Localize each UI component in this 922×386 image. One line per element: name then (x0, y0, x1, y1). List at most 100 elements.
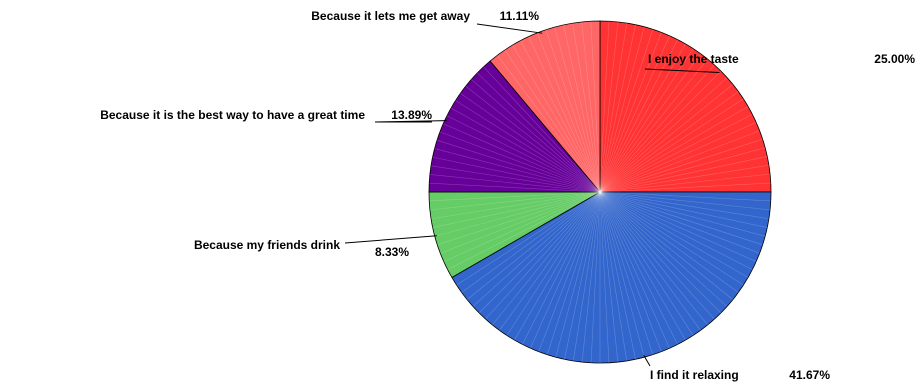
slice-texture-line (538, 191, 601, 352)
slice-texture-line (514, 191, 601, 341)
slice-texture-line (599, 191, 701, 331)
slice-texture-line (465, 85, 601, 193)
slice-texture-line (599, 156, 768, 193)
slice-texture-line (599, 191, 670, 349)
slice-texture-line (599, 182, 771, 193)
slice-texture-line (443, 123, 601, 193)
slice-texture-line (599, 39, 678, 193)
slice-texture-line (447, 191, 601, 270)
slice-texture (429, 21, 771, 364)
slice-percent-friends: 8.33% (375, 245, 409, 259)
slice-texture-line (599, 191, 654, 355)
slice-texture-line (440, 191, 601, 254)
slice-texture-line (599, 70, 722, 193)
slice-texture-line (522, 191, 601, 345)
slice-texture-line (572, 23, 601, 193)
slice-texture-line (599, 191, 619, 363)
slice-percent-great-time: 13.89% (391, 108, 432, 122)
slice-texture-line (599, 191, 610, 363)
slice-texture-line (599, 29, 654, 193)
slice-texture-line (599, 130, 760, 193)
slice-texture-line (599, 147, 766, 193)
slice-texture-line (599, 191, 760, 254)
slice-texture-line (599, 21, 619, 193)
slice-texture-line (581, 191, 601, 363)
slice-texture-line (572, 191, 601, 361)
leader-line-friends (344, 235, 437, 244)
slice-texture-line (599, 191, 734, 300)
slice-texture-line (466, 191, 601, 300)
slice-texture-line (564, 191, 601, 360)
slice-texture-line (599, 114, 753, 193)
slice-texture-line (478, 191, 601, 314)
slice-texture-line (460, 92, 601, 193)
pie-slice-taste (599, 20, 772, 193)
slice-texture-line (599, 43, 686, 193)
slice-texture-line (581, 21, 601, 193)
slice-texture-line (472, 191, 601, 307)
leader-lines (344, 23, 720, 367)
slice-texture-line (483, 66, 601, 193)
slice-texture-line (599, 191, 769, 220)
slice-texture-line (520, 40, 601, 193)
pie-slice-great-time (428, 60, 601, 193)
slice-texture-line (554, 27, 601, 193)
slice-texture-line (456, 191, 601, 286)
slice-texture-line (599, 32, 662, 193)
slice-texture-line (599, 191, 753, 270)
slice-percent-taste: 25.00% (874, 52, 915, 66)
slice-texture-line (599, 53, 701, 193)
leader-line-get-away (476, 23, 543, 34)
slice-texture-line (599, 173, 771, 193)
slice-texture-line (431, 191, 601, 220)
slice-texture-line (429, 191, 601, 211)
slice-texture-line (599, 191, 771, 202)
slice-texture-line (546, 191, 601, 355)
slice-texture-line (528, 36, 601, 193)
slice-texture-line (477, 72, 601, 193)
slice-texture-line (599, 24, 636, 193)
slice-texture-line (599, 191, 678, 345)
slice-texture-line (590, 191, 601, 363)
slice-texture-line (497, 55, 601, 193)
slice-texture-line (599, 191, 694, 336)
slice-texture-line (443, 191, 601, 262)
slice-label-friends: Because my friends drink (194, 238, 340, 252)
slice-texture-line (450, 107, 601, 193)
slice-texture-line (599, 26, 645, 193)
slice-texture-line (599, 122, 757, 193)
slice-texture-line (599, 191, 771, 211)
slice-texture-line (599, 23, 628, 193)
slice-texture-line (436, 139, 601, 193)
slice-texture-line (599, 191, 628, 361)
slice-texture-line (432, 156, 601, 193)
slice-texture-line (599, 98, 744, 193)
slice-texture-line (555, 191, 601, 358)
slice-texture-line (545, 29, 601, 193)
slice-texture-line (446, 115, 601, 193)
slice-texture-line (599, 191, 766, 237)
slice-texture-line (599, 191, 636, 360)
slice-texture-line (599, 48, 694, 193)
slice-texture-line (599, 77, 728, 193)
slice-texture-line (599, 191, 728, 307)
slice-texture-line (434, 191, 601, 237)
slice-texture-line (471, 79, 601, 193)
slice-percent-get-away: 11.11% (500, 9, 540, 23)
slice-texture-line (432, 191, 601, 228)
slice-texture-line (599, 58, 708, 193)
slice-texture-line (429, 182, 601, 193)
slice-label-relaxing: I find it relaxing (650, 368, 739, 382)
slice-texture-line (599, 191, 768, 228)
slice-texture-line (506, 191, 601, 336)
slice-texture-line (504, 49, 601, 193)
slice-texture-line (590, 21, 601, 193)
slice-texture-line (599, 191, 722, 314)
slice-texture-line (599, 191, 757, 262)
slice-texture-line (599, 106, 749, 193)
slice-texture-line (599, 35, 670, 193)
leader-line-relaxing (643, 354, 651, 367)
slice-texture-line (536, 32, 601, 193)
